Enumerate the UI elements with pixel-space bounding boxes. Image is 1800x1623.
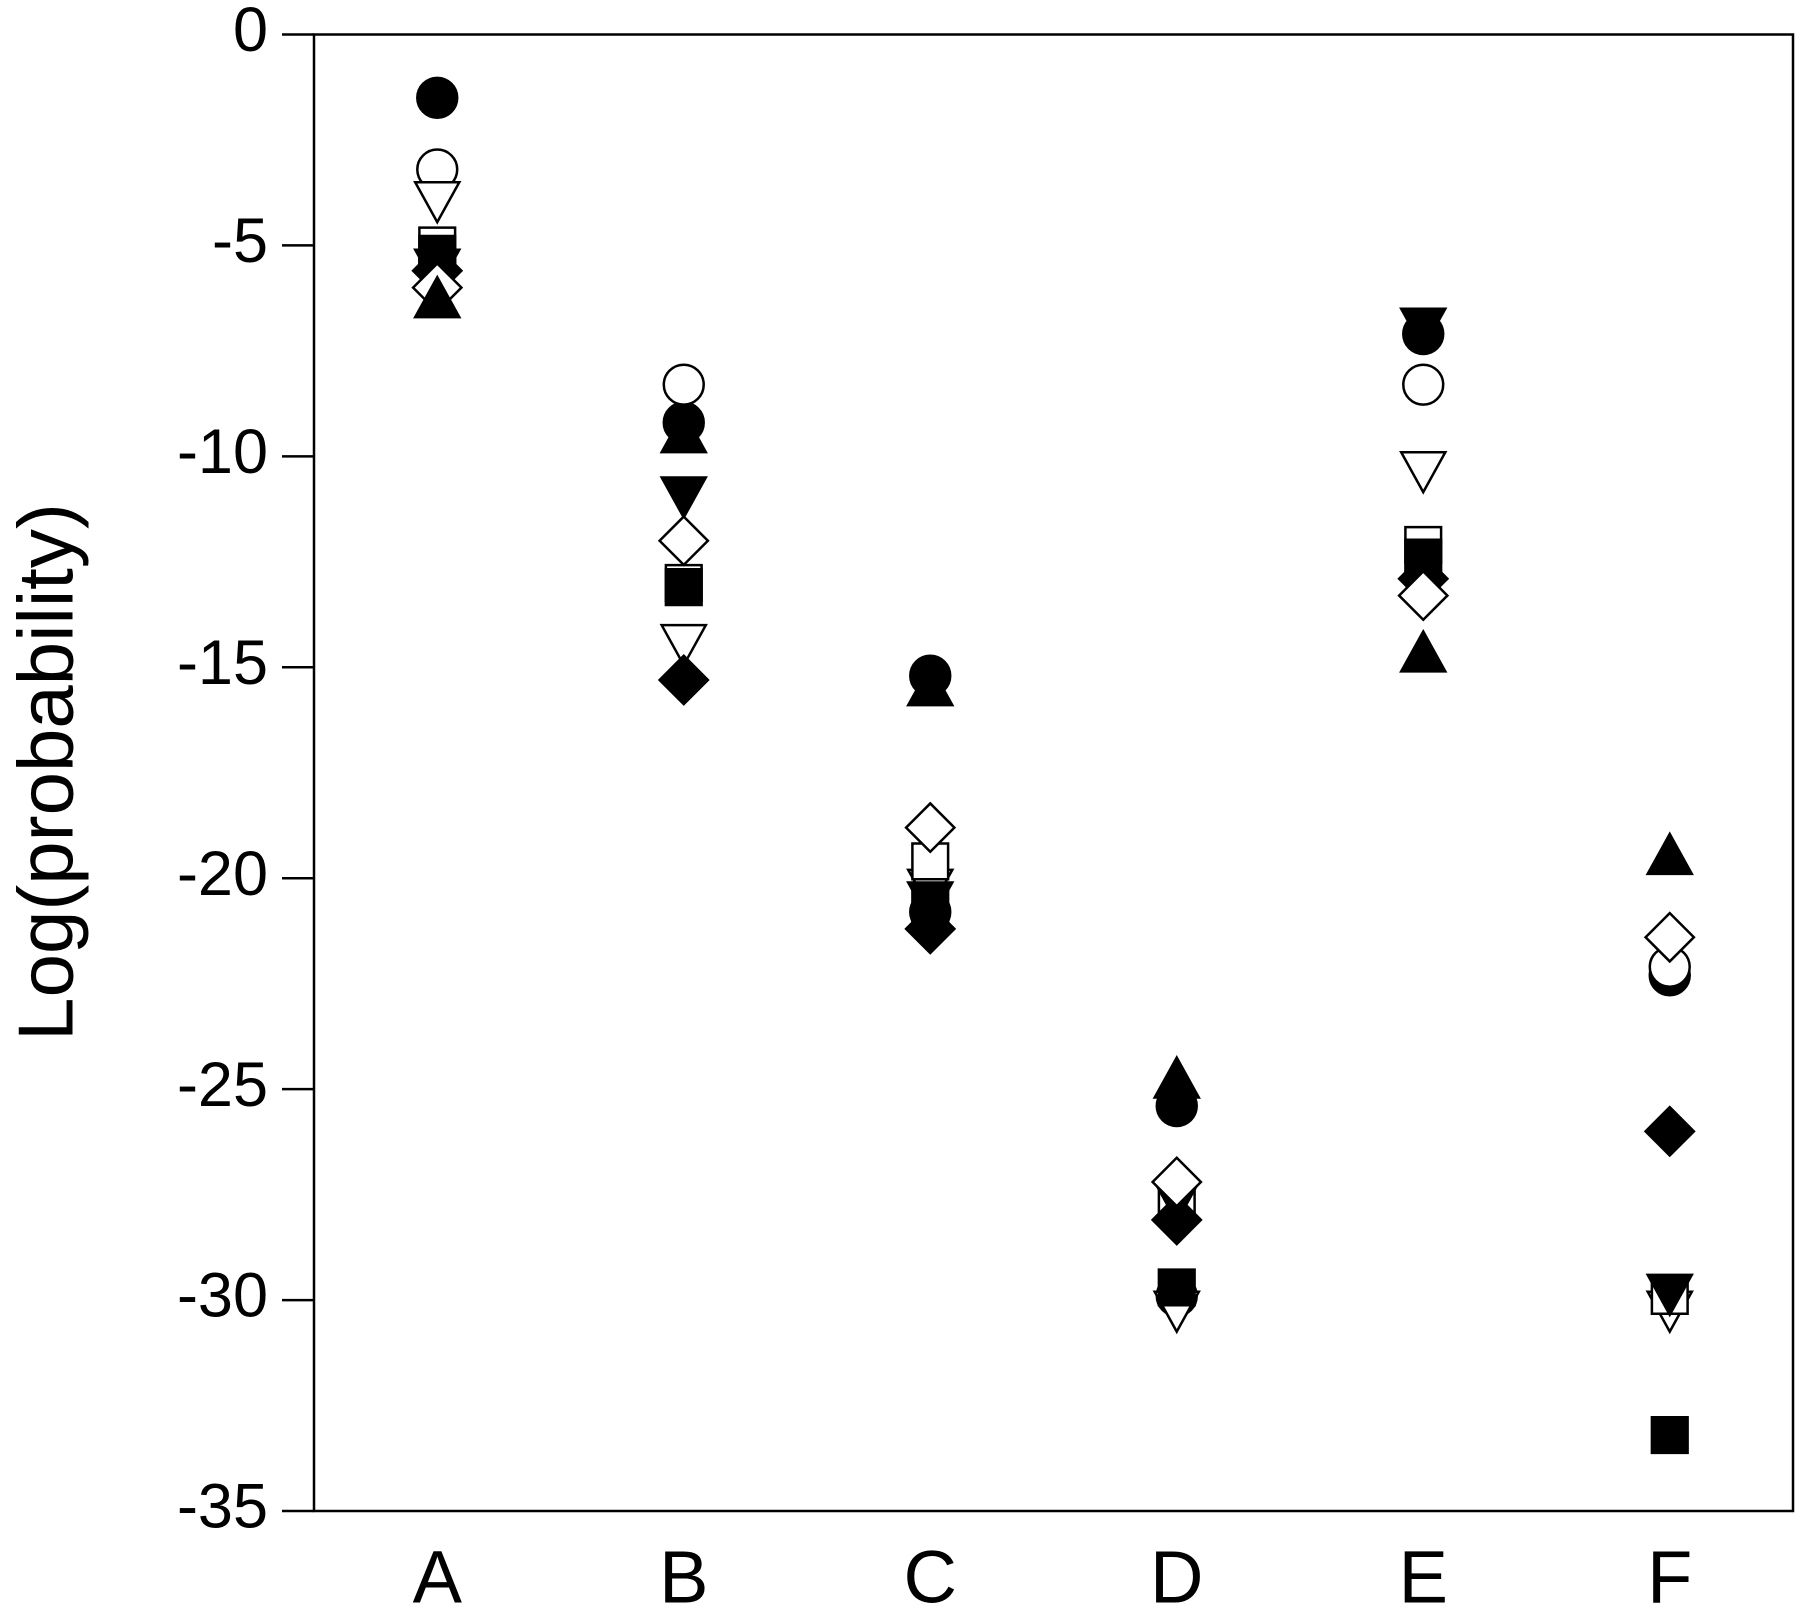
x-tick-label: A [413,1536,463,1619]
marker [1643,911,1696,964]
marker [906,662,955,707]
marker [659,409,708,454]
y-tick-label: -20 [177,839,268,909]
marker [906,881,955,925]
marker [659,623,708,668]
marker [1645,1273,1694,1318]
marker [416,76,459,119]
y-tick-label: -35 [177,1472,268,1542]
y-tick-label: -25 [177,1050,268,1120]
x-tick-label: D [1150,1536,1203,1619]
y-tick-label: 0 [233,0,268,65]
x-tick-label: C [904,1536,957,1619]
marker [1399,450,1448,495]
y-tick-label: -15 [177,628,268,698]
marker [1399,307,1448,352]
y-tick-label: -5 [212,206,268,276]
marker [659,476,708,521]
marker [662,363,705,406]
marker [657,514,710,567]
marker [1157,1268,1196,1307]
marker [664,568,703,607]
marker [1397,569,1450,622]
marker [1399,628,1448,673]
x-tick-label: B [659,1536,708,1619]
x-tick-label: E [1399,1536,1448,1619]
plot-frame [312,33,1795,1513]
x-tick-label: F [1647,1536,1692,1619]
marker [1645,831,1694,876]
marker [904,902,957,955]
marker [1643,1105,1696,1158]
y-tick-label: -10 [177,417,268,487]
marker [904,801,957,854]
marker [413,180,462,225]
marker [1150,1194,1203,1246]
marker [1152,1055,1201,1099]
marker [1150,1156,1203,1208]
marker [1402,363,1445,406]
marker [1650,1415,1689,1455]
marker [413,274,462,319]
y-tick-label: -30 [177,1261,268,1331]
y-axis-label: Log(probability) [2,503,90,1041]
marker [657,654,710,706]
